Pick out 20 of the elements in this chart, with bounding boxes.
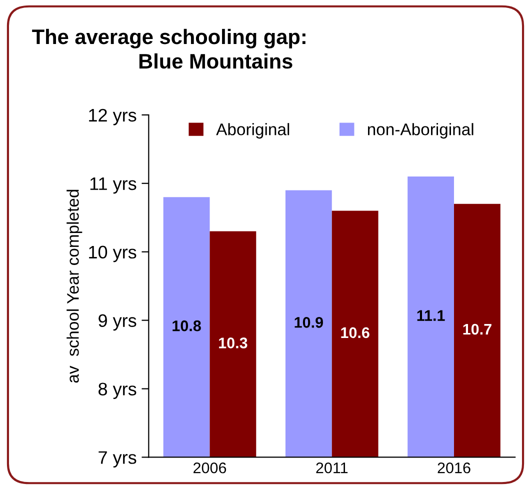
legend-label: non-Aboriginal bbox=[368, 123, 474, 139]
x-tick-label: 2011 bbox=[316, 462, 348, 474]
y-tick-label: 7 yrs bbox=[98, 451, 136, 468]
data-label: 10.9 bbox=[294, 317, 323, 328]
y-tick-label: 11 yrs bbox=[90, 177, 136, 194]
x-tick-label: 2016 bbox=[438, 462, 470, 474]
chart-title: The average schooling gap: bbox=[32, 28, 306, 48]
y-tick-label: 10 yrs bbox=[89, 246, 136, 262]
x-tick-label: 2006 bbox=[194, 462, 226, 474]
y-tick-label: 8 yrs bbox=[98, 382, 136, 400]
chart-subtitle: Blue Mountains bbox=[139, 53, 292, 69]
y-tick-label: 9 yrs bbox=[98, 314, 136, 331]
legend-label: Aboriginal bbox=[216, 123, 290, 139]
data-label: 10.6 bbox=[341, 327, 370, 338]
y-tick-label: 12 yrs bbox=[89, 108, 136, 126]
data-label: 11.1 bbox=[417, 310, 445, 321]
y-axis-title: av school Year completed bbox=[66, 190, 82, 383]
data-label: 10.8 bbox=[172, 320, 201, 332]
data-label: 10.7 bbox=[463, 324, 492, 335]
data-label: 10.3 bbox=[219, 338, 248, 348]
